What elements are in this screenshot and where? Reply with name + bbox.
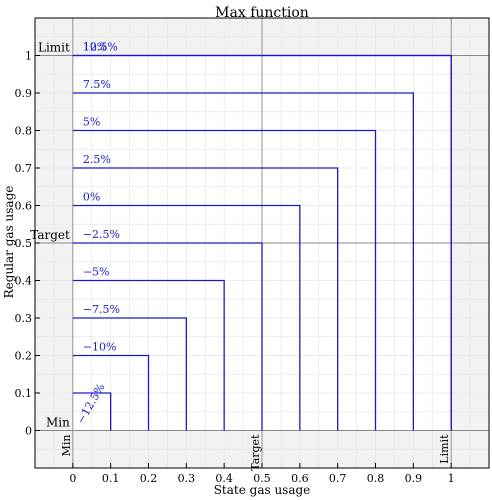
contour-line: [72, 92, 414, 431]
contour-label: −5%: [83, 266, 110, 279]
contour-line: [72, 317, 187, 431]
reference-label-y: Limit: [38, 41, 70, 55]
y-tick-label: 1: [25, 50, 32, 63]
y-axis-label: Regular gas usage: [2, 186, 16, 299]
x-tick-label: 0.8: [367, 472, 385, 485]
x-tick-label: 0: [69, 472, 76, 485]
contour-line: [72, 242, 263, 431]
reference-label-y: Min: [46, 416, 70, 430]
contour-line: [72, 204, 301, 431]
x-tick-label: 0.6: [291, 472, 309, 485]
x-tick-label: 1: [448, 472, 455, 485]
reference-label-x: Target: [249, 434, 262, 471]
y-tick-label: 0.4: [15, 275, 33, 288]
y-tick-label: 0.1: [15, 387, 33, 400]
y-tick-label: 0.7: [15, 162, 33, 175]
contour-label: 10%: [83, 41, 107, 54]
x-tick-label: 0.2: [140, 472, 158, 485]
contour-label: −12.5%: [74, 381, 107, 426]
x-tick-label: 0.3: [178, 472, 196, 485]
reference-label-x: Min: [60, 435, 73, 457]
contour-label: 7.5%: [83, 78, 111, 91]
y-tick-label: 0: [25, 425, 32, 438]
contour-lines: [72, 54, 452, 431]
y-tick-label: 0.9: [15, 87, 33, 100]
contour-line: [72, 129, 377, 431]
x-tick-label: 0.4: [215, 472, 233, 485]
y-tick-label: 0.2: [15, 350, 33, 363]
reference-label-y: Target: [30, 228, 70, 242]
chart-title: Max function: [215, 5, 309, 21]
x-tick-label: 0.9: [405, 472, 423, 485]
y-tick-label: 0.3: [15, 312, 33, 325]
contour-label: 0%: [83, 191, 100, 204]
reference-label-x: Limit: [438, 434, 451, 464]
contour-line: [72, 392, 112, 431]
contour-line: [72, 167, 339, 431]
contour-label: −10%: [83, 341, 117, 354]
x-tick-label: 0.7: [329, 472, 347, 485]
x-axis-label: State gas usage: [214, 483, 311, 497]
axis-ticks: [35, 55, 452, 468]
y-tick-label: 0.5: [15, 237, 33, 250]
y-tick-label: 0.8: [15, 125, 33, 138]
contour-line: [72, 279, 225, 431]
x-tick-label: 0.1: [102, 472, 120, 485]
y-tick-label: 0.6: [15, 200, 33, 213]
x-tick-label: 0.5: [253, 472, 271, 485]
labels: −12.5% −10% −7.5% −5% −2.5% 0% 2.5% 5% 7.5% 10%12…: [15, 41, 455, 486]
contour-label: 12.5%: [83, 41, 118, 54]
contour-label: −2.5%: [83, 228, 120, 241]
contour-line: [72, 54, 452, 431]
contour-line: [72, 354, 150, 431]
contour-label: 2.5%: [83, 153, 111, 166]
contour-label: −7.5%: [83, 303, 120, 316]
contour-label: 5%: [83, 116, 100, 129]
